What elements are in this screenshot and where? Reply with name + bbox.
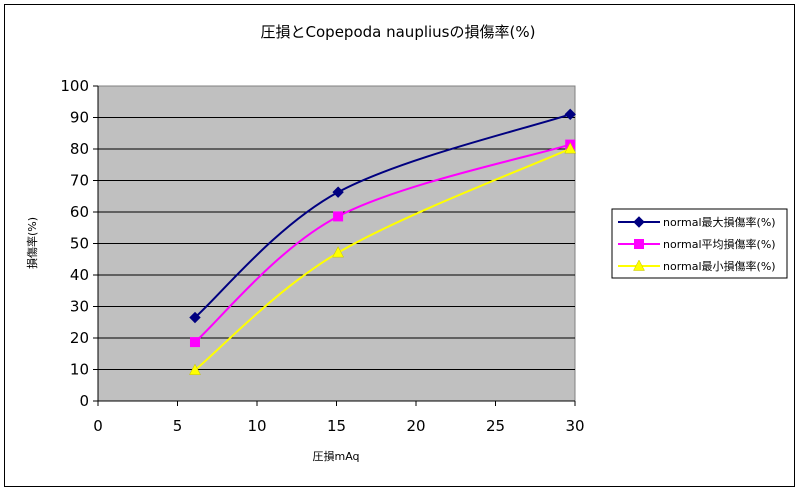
data-point — [333, 211, 344, 222]
y-tick-label: 20 — [70, 329, 89, 347]
x-tick-label: 20 — [406, 417, 425, 435]
y-tick-label: 30 — [70, 298, 89, 316]
x-tick-label: 5 — [173, 417, 183, 435]
x-tick-label: 10 — [247, 417, 266, 435]
y-tick-label: 10 — [70, 361, 89, 379]
y-tick-label: 90 — [70, 109, 89, 127]
legend: normal最大損傷率(%) normal平均損傷率(%) normal最小損傷率(… — [611, 208, 788, 279]
legend-marker — [634, 239, 644, 249]
data-point — [332, 186, 344, 198]
grid-lines — [98, 117, 575, 370]
x-tick-label: 0 — [93, 417, 103, 435]
legend-marker — [633, 216, 645, 228]
series-layer — [189, 108, 577, 375]
y-tick-label: 70 — [70, 172, 89, 190]
y-tick-label: 60 — [70, 203, 89, 221]
x-tick-label: 30 — [565, 417, 584, 435]
legend-entry: normal平均損傷率(%) — [663, 237, 776, 251]
y-tick-label: 40 — [70, 266, 89, 284]
y-tick-label: 100 — [60, 77, 89, 95]
data-point — [564, 142, 577, 154]
data-point — [332, 246, 345, 258]
legend-marker — [633, 259, 645, 271]
x-axis-label: 圧損mAq — [312, 449, 359, 463]
y-tick-label: 80 — [70, 140, 89, 158]
legend-entry: normal最小損傷率(%) — [663, 259, 776, 273]
y-axis: 0 10 20 30 40 50 60 70 80 90 100 — [60, 77, 99, 410]
x-tick-label: 15 — [327, 417, 346, 435]
data-point — [189, 363, 201, 375]
x-tick-label: 25 — [486, 417, 505, 435]
data-point — [564, 108, 576, 121]
legend-entry: normal最大損傷率(%) — [663, 215, 776, 229]
data-point — [189, 311, 201, 324]
y-tick-label: 0 — [79, 392, 89, 410]
y-axis-label: 損傷率(%) — [25, 217, 39, 269]
y-tick-label: 50 — [70, 235, 89, 253]
data-point — [189, 337, 200, 348]
x-axis: 0 5 10 15 20 25 30 — [93, 400, 585, 435]
chart-title: 圧損とCopepoda naupliusの損傷率(%) — [261, 23, 536, 41]
